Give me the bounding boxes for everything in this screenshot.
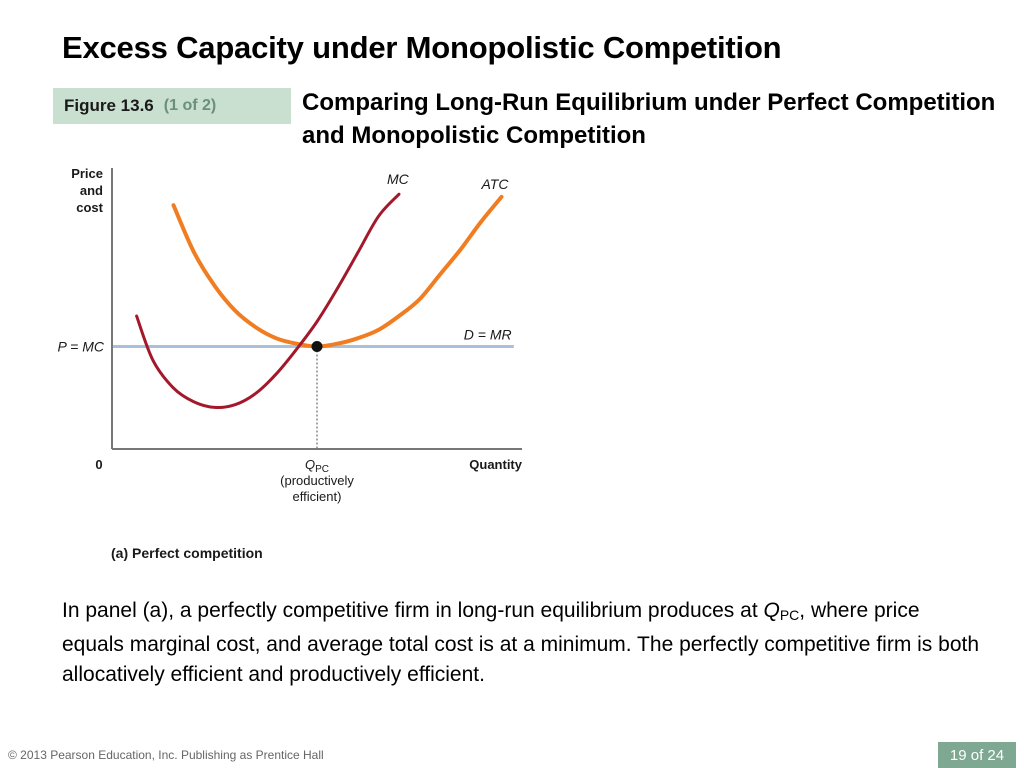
qpc-note-line-2: efficient): [293, 489, 342, 504]
y-axis-label-line-2: and: [80, 183, 103, 198]
qpc-tick-label: QPC: [305, 457, 329, 475]
qpc-sub: PC: [315, 464, 329, 475]
body-text: In panel (a), a perfectly competitive fi…: [62, 596, 982, 690]
body-text-start: In panel (a), a perfectly competitive fi…: [62, 599, 764, 622]
qpc-q: Q: [305, 457, 315, 472]
figure-badge: Figure 13.6 (1 of 2): [53, 88, 291, 124]
atc-curve: [171, 194, 504, 349]
figure-part: (1 of 2): [163, 97, 217, 114]
price-mc-label: P = MC: [57, 339, 104, 355]
demand-label: D = MR: [464, 327, 512, 343]
figure-label: Figure 13.6: [64, 96, 154, 115]
copyright: © 2013 Pearson Education, Inc. Publishin…: [8, 748, 324, 762]
qpc-note-line-1: (productively: [280, 473, 354, 488]
atc-label: ATC: [481, 176, 510, 192]
y-axis-label-line-3: cost: [76, 200, 103, 215]
body-q: Q: [763, 599, 780, 622]
origin-label: 0: [95, 457, 102, 472]
equilibrium-point: [311, 341, 323, 353]
mc-curve: [135, 192, 401, 410]
x-axis-label: Quantity: [469, 457, 522, 472]
chart-panel-a: Price and cost MC ATC D = MR P = MC 0 Qu…: [57, 166, 522, 504]
body-q-sub: PC: [779, 607, 800, 623]
y-axis-label-line-1: Price: [71, 166, 103, 181]
page-indicator: 19 of 24: [938, 742, 1016, 768]
slide-title: Excess Capacity under Monopolistic Compe…: [62, 30, 782, 65]
figure-caption: Comparing Long-Run Equilibrium under Per…: [302, 89, 996, 149]
mc-label: MC: [387, 171, 410, 187]
body-text-end: , where price equals marginal cost, and …: [62, 599, 980, 686]
panel-label: (a) Perfect competition: [111, 545, 263, 561]
